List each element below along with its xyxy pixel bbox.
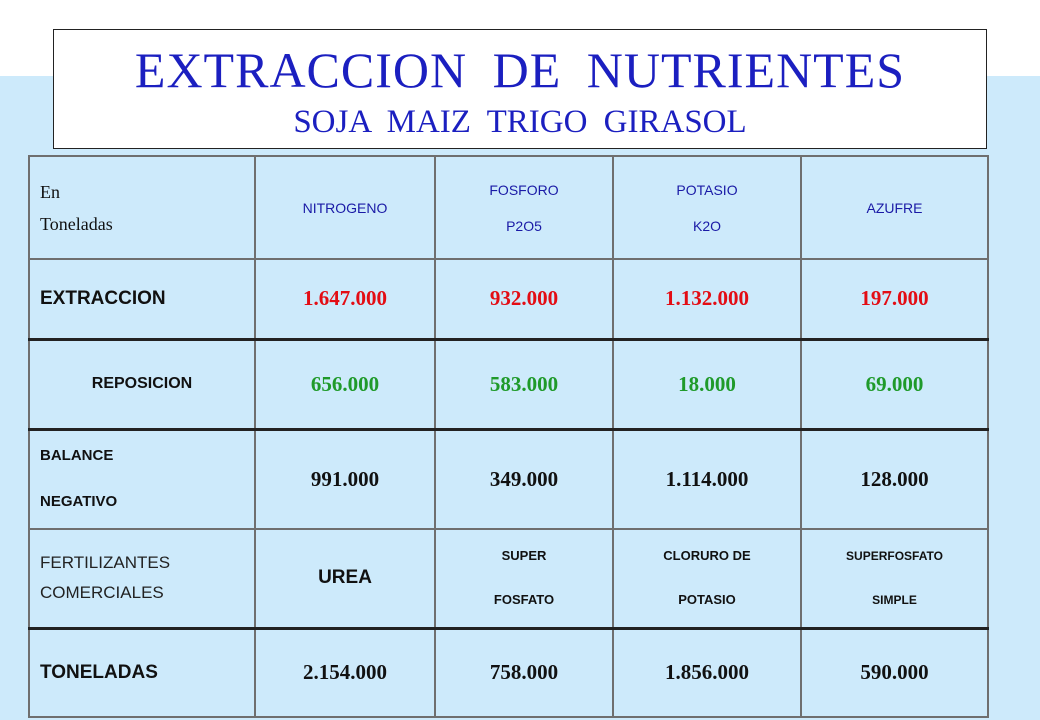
row-label-reposicion: REPOSICION bbox=[91, 375, 193, 392]
table-cell: SUPER FOSFATO bbox=[434, 528, 614, 629]
table-cell: 69.000 bbox=[800, 337, 989, 430]
table-cell: 583.000 bbox=[434, 337, 614, 430]
table-cell: 991.000 bbox=[254, 427, 436, 530]
row-label-fertilizantes-line1: FERTILIZANTES bbox=[40, 553, 171, 573]
column-header-sublabel: P2O5 bbox=[506, 217, 542, 234]
row-label-extraccion: EXTRACCION bbox=[40, 287, 166, 309]
table-cell: 2.154.000 bbox=[254, 626, 436, 718]
value-reposicion-nitrogeno: 656.000 bbox=[310, 371, 380, 396]
value-extraccion-fosforo: 932.000 bbox=[489, 286, 559, 311]
value-extraccion-nitrogeno: 1.647.000 bbox=[303, 286, 387, 311]
table-row-fertilizantes: FERTILIZANTES COMERCIALES UREA SUPER FOS… bbox=[28, 528, 989, 629]
column-header-sublabel: K2O bbox=[692, 217, 721, 234]
table-cell: 128.000 bbox=[800, 427, 989, 530]
table-cell: 349.000 bbox=[434, 427, 614, 530]
table-cell: 1.132.000 bbox=[612, 258, 802, 340]
column-header-fosforo: FOSFORO P2O5 bbox=[434, 155, 614, 260]
value-reposicion-fosforo: 583.000 bbox=[489, 371, 559, 396]
table-cell: 758.000 bbox=[434, 626, 614, 718]
table-row-extraccion: EXTRACCION 1.647.000 932.000 1.132.000 1… bbox=[28, 258, 989, 340]
fertilizer-superfosfato-line2: SIMPLE bbox=[872, 593, 917, 608]
value-balance-azufre: 128.000 bbox=[860, 466, 929, 491]
title-box: EXTRACCION DE NUTRIENTES SOJA MAIZ TRIGO… bbox=[53, 29, 987, 149]
column-header-potasio: POTASIO K2O bbox=[612, 155, 802, 260]
row-label-cell: TONELADAS bbox=[28, 626, 256, 718]
value-toneladas-superfosfato-simple: 590.000 bbox=[860, 660, 929, 685]
table-cell: 590.000 bbox=[800, 626, 989, 718]
value-extraccion-potasio: 1.132.000 bbox=[665, 286, 749, 311]
fertilizer-cloruro-line1: CLORURO DE bbox=[663, 548, 751, 564]
page-title: EXTRACCION DE NUTRIENTES bbox=[134, 42, 906, 98]
table-cell: 18.000 bbox=[612, 337, 802, 430]
table-cell: 1.856.000 bbox=[612, 626, 802, 718]
value-balance-potasio: 1.114.000 bbox=[665, 466, 749, 491]
column-header-azufre: AZUFRE bbox=[800, 155, 989, 260]
row-label-fertilizantes-line2: COMERCIALES bbox=[40, 583, 164, 603]
row-label-balance-line2: NEGATIVO bbox=[40, 493, 118, 511]
fertilizer-super-line2: FOSFATO bbox=[493, 592, 555, 608]
table-cell: 656.000 bbox=[254, 337, 436, 430]
table-cell: SUPERFOSFATO SIMPLE bbox=[800, 528, 989, 629]
page-subtitle: SOJA MAIZ TRIGO GIRASOL bbox=[293, 104, 747, 140]
value-toneladas-superfosfato: 758.000 bbox=[489, 660, 559, 685]
row-label-cell: FERTILIZANTES COMERCIALES bbox=[28, 528, 256, 629]
column-header-label: FOSFORO bbox=[489, 181, 559, 198]
table-cell: CLORURO DE POTASIO bbox=[612, 528, 802, 629]
row-label-cell: BALANCE NEGATIVO bbox=[28, 427, 256, 530]
table-cell: 932.000 bbox=[434, 258, 614, 340]
value-reposicion-azufre: 69.000 bbox=[865, 371, 924, 396]
row-label-cell: EXTRACCION bbox=[28, 258, 256, 340]
table-row-reposicion: REPOSICION 656.000 583.000 18.000 69.000 bbox=[28, 337, 989, 430]
table-row-toneladas: TONELADAS 2.154.000 758.000 1.856.000 59… bbox=[28, 626, 989, 718]
corner-label-line1: En bbox=[40, 181, 60, 202]
column-header-label: AZUFRE bbox=[866, 199, 923, 216]
corner-label-line2: Toneladas bbox=[40, 213, 113, 234]
table-corner-cell: En Toneladas bbox=[28, 155, 256, 260]
table-cell: 197.000 bbox=[800, 258, 989, 340]
table-cell: UREA bbox=[254, 528, 436, 629]
table-header-row: En Toneladas NITROGENO FOSFORO P2O5 POTA… bbox=[28, 155, 989, 260]
value-balance-nitrogeno: 991.000 bbox=[310, 466, 380, 491]
value-toneladas-cloruro: 1.856.000 bbox=[665, 660, 749, 685]
row-label-balance-line1: BALANCE bbox=[40, 447, 114, 465]
nutrient-table: En Toneladas NITROGENO FOSFORO P2O5 POTA… bbox=[28, 155, 989, 718]
value-reposicion-potasio: 18.000 bbox=[678, 371, 736, 396]
column-header-label: POTASIO bbox=[676, 181, 738, 198]
fertilizer-urea: UREA bbox=[318, 567, 372, 589]
value-balance-fosforo: 349.000 bbox=[489, 466, 559, 491]
row-label-cell: REPOSICION bbox=[28, 337, 256, 430]
column-header-label: NITROGENO bbox=[302, 199, 388, 216]
value-toneladas-urea: 2.154.000 bbox=[303, 660, 387, 685]
value-extraccion-azufre: 197.000 bbox=[860, 286, 929, 311]
table-cell: 1.114.000 bbox=[612, 427, 802, 530]
fertilizer-super-line1: SUPER bbox=[501, 548, 547, 564]
table-row-balance: BALANCE NEGATIVO 991.000 349.000 1.114.0… bbox=[28, 427, 989, 530]
row-label-toneladas: TONELADAS bbox=[40, 661, 158, 683]
table-cell: 1.647.000 bbox=[254, 258, 436, 340]
column-header-nitrogeno: NITROGENO bbox=[254, 155, 436, 260]
fertilizer-cloruro-line2: POTASIO bbox=[678, 592, 736, 608]
fertilizer-superfosfato-line1: SUPERFOSFATO bbox=[846, 549, 943, 564]
